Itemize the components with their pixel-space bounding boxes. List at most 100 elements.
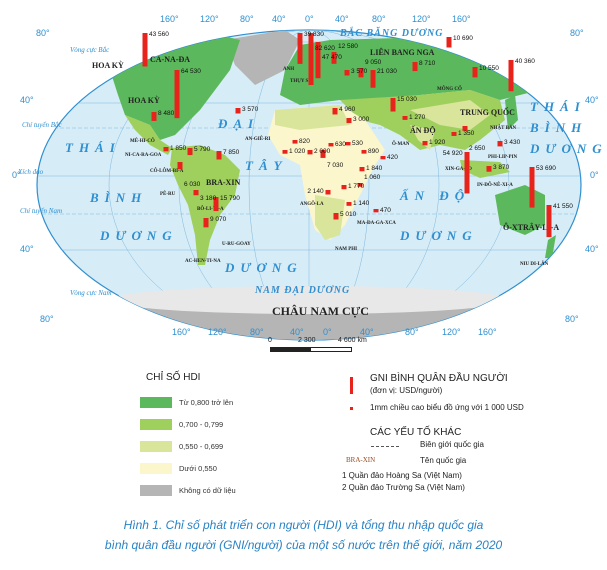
country-label: MÔNG CỔ: [437, 86, 462, 92]
gni-value-label: 5 790: [194, 146, 211, 153]
country-label: CÔ-LÔM-BI-A: [150, 168, 184, 174]
gni-bar: [235, 108, 241, 114]
country-label: NHẬT BẢN: [490, 125, 517, 131]
gni-value-label: 1 060: [364, 174, 381, 181]
gni-value-label: 9 050: [365, 59, 382, 66]
caption-line-2: bình quân đầu người (GNI/người) của một …: [104, 538, 503, 552]
gni-value-label: 82 620: [315, 45, 335, 52]
lon-label: 80°: [250, 327, 264, 337]
equator-label: Xích đạo: [17, 168, 44, 176]
country-label: PHI-LIP-PIN: [488, 155, 518, 160]
gni-value-label: 39 830: [304, 31, 324, 38]
gni-value-label: 1 020: [289, 148, 306, 155]
tropic-capricorn-label: Chí tuyến Nam: [20, 207, 62, 215]
ocean-label-pacific: BÌNH: [89, 190, 147, 205]
hdi-legend-item: Từ 0,800 trở lên: [140, 397, 233, 408]
gni-bar: [346, 202, 352, 206]
hdi-legend-item: Dưới 0,550: [140, 463, 217, 474]
hdi-legend-label: 0,550 - 0,699: [179, 442, 224, 451]
country-label: XIN-GA-PO: [445, 167, 472, 172]
country-label: Ô-MAN: [392, 141, 410, 147]
lat-label: 80°: [36, 28, 50, 38]
gni-bar: [370, 70, 376, 88]
gni-value-label: 47 470: [322, 54, 342, 61]
lon-label: 40°: [335, 14, 349, 24]
gni-bar: [390, 98, 396, 112]
lat-label: 40°: [585, 244, 599, 254]
gni-value-label: 2 000: [314, 148, 331, 155]
gni-bar: [486, 166, 492, 172]
lon-label: 120°: [442, 327, 461, 337]
lon-label: 160°: [160, 14, 179, 24]
gni-value-label: 8 710: [419, 60, 436, 67]
gni-value-label: 470: [380, 207, 391, 214]
ocean-label-pacific: DƯƠNG: [529, 141, 607, 156]
hdi-legend-label: 0,700 - 0,799: [179, 420, 224, 429]
country-label: HOA KỲ: [128, 95, 160, 105]
country-label: MA-ĐA-GA-XCA: [357, 221, 396, 226]
ocean-label-pacific: DƯƠNG: [99, 228, 178, 243]
other-legend-title: CÁC YẾU TỐ KHÁC: [370, 427, 462, 438]
hdi-legend-title: CHỈ SỐ HDI: [146, 372, 201, 383]
scale-label: 4 600 km: [338, 337, 367, 344]
gni-value-label: 1 850: [170, 145, 187, 152]
gni-bar: [308, 33, 314, 85]
hdi-swatch: [140, 485, 172, 496]
gni-bar: [177, 162, 183, 170]
gni-bar: [422, 141, 428, 146]
lat-label: 40°: [20, 95, 34, 105]
scale-label: 2 300: [298, 337, 316, 344]
hdi-legend-item: 0,550 - 0,699: [140, 441, 223, 452]
lon-label: 120°: [412, 14, 431, 24]
gni-value-label: 4 960: [339, 106, 356, 113]
gni-value-label: 3 430: [504, 139, 521, 146]
gni-value-label: 43 560: [149, 31, 169, 38]
gni-bar: [151, 112, 157, 121]
lat-label: 40°: [20, 244, 34, 254]
scale-label: 0: [268, 337, 272, 344]
gni-value-label: 5 010: [340, 211, 357, 218]
lon-label: 160°: [478, 327, 497, 337]
country-name-label: Tên quốc gia: [420, 456, 467, 465]
gni-bar: [307, 150, 313, 155]
gni-bar: [216, 151, 222, 160]
country-label: Ô-XTRÂY-LI-A: [503, 222, 559, 232]
hdi-legend-item: 0,700 - 0,799: [140, 419, 223, 430]
lat-label: 40°: [585, 95, 599, 105]
hdi-legend-label: Dưới 0,550: [179, 464, 217, 473]
gni-bar: [163, 147, 169, 152]
gni-bar: [451, 132, 457, 136]
country-label: ANGÔ-LA: [300, 201, 324, 207]
gni-bar: [345, 142, 351, 146]
ocean-label-pacific: BÌNH: [529, 120, 587, 135]
antarctic-circle-label: Vòng cực Nam: [70, 289, 112, 297]
ocean-label-indian: DƯƠNG: [399, 228, 478, 243]
lon-label: 160°: [172, 327, 191, 337]
country-label: MÊ-HI-CÔ: [130, 138, 155, 144]
gni-value-label: 12 580: [338, 43, 358, 50]
gni-bar: [358, 68, 364, 78]
border-line-icon: [371, 446, 399, 447]
gni-value-label: 10 690: [453, 35, 473, 42]
gni-value-label: 1 770: [348, 183, 365, 190]
gni-bar: [315, 42, 321, 79]
gni-bar: [546, 205, 552, 238]
gni-bar: [344, 70, 350, 76]
gni-scale-text: 1mm chiều cao biểu đồ ứng với 1 000 USD: [370, 403, 524, 412]
gni-value-label: 7 850: [223, 149, 240, 156]
ocean-label-atlantic: TÂY: [245, 158, 288, 173]
lon-label: 40°: [290, 327, 304, 337]
gni-legend-title: GNI BÌNH QUÂN ĐẦU NGƯỜI: [370, 373, 508, 384]
gni-bar: [402, 116, 408, 120]
antarctica-label: CHÂU NAM CỰC: [272, 304, 369, 318]
gni-value-label: 9 070: [210, 216, 227, 223]
gni-value-label: 10 550: [479, 65, 499, 72]
scale-bar: 0 2 300 4 600 km: [268, 337, 367, 352]
gni-bar: [213, 197, 219, 212]
hdi-swatch: [140, 419, 172, 430]
country-label: IN-ĐÔ-NÊ-XI-A: [477, 182, 513, 188]
gni-bar: [373, 209, 379, 213]
country-label: NI-CA-RA-GOA: [125, 153, 162, 158]
gni-value-label: 420: [387, 154, 398, 161]
ocean-label-arctic: BẮC BĂNG DƯƠNG: [339, 26, 443, 39]
